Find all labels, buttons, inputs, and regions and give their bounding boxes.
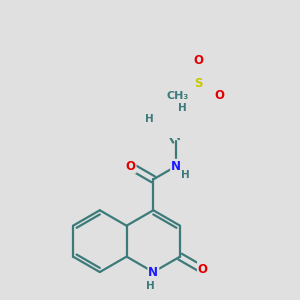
Text: O: O [194,54,204,67]
Text: O: O [126,160,136,173]
Text: O: O [214,89,224,102]
Text: CH₃: CH₃ [166,91,188,101]
Text: H: H [178,103,187,113]
Text: H: H [181,170,190,181]
Text: H: H [145,114,154,124]
Text: H: H [146,281,154,291]
Text: O: O [198,263,208,276]
Text: S: S [195,77,203,90]
Text: N: N [148,266,158,279]
Text: N: N [171,160,181,173]
